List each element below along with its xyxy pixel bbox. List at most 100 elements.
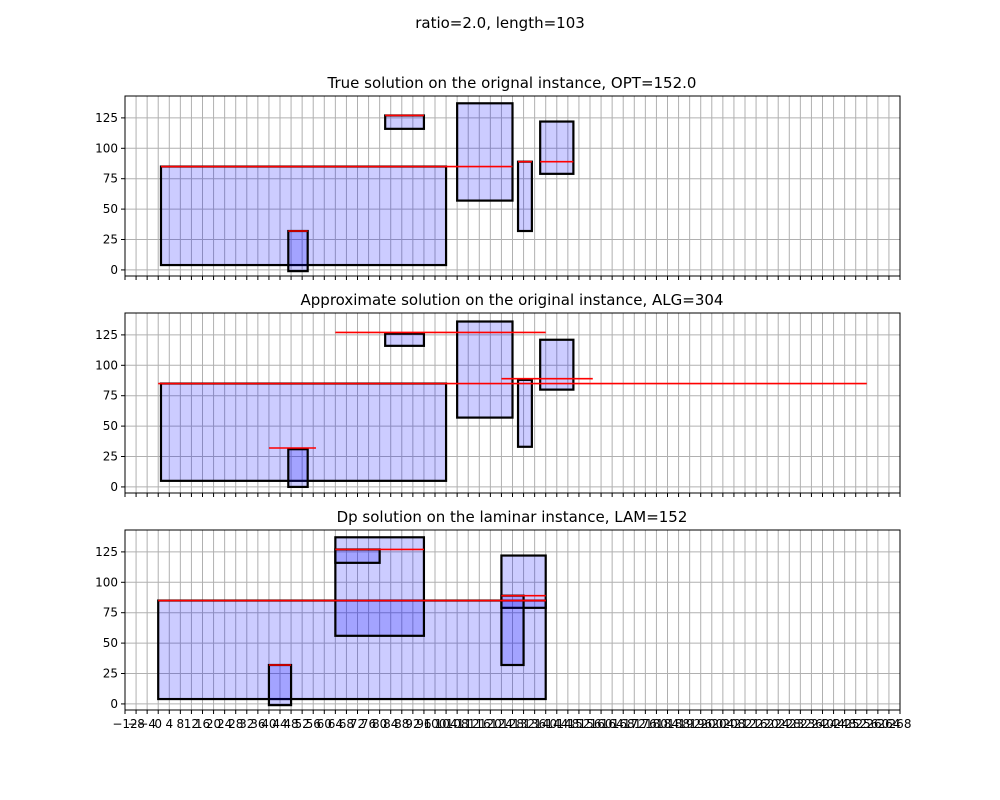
interval-rect [516,378,533,448]
x-tick-label: 68 [339,717,354,731]
x-tick-label: 136 [523,717,546,731]
x-tick-label: 12 [184,717,199,731]
x-tick-label: 120 [479,717,502,731]
interval-rect [384,114,426,130]
x-tick-label: 236 [800,717,823,731]
x-tick-label: 196 [689,717,712,731]
x-tick-label: 160 [590,717,613,731]
x-tick-label: 72 [350,717,365,731]
x-tick-label: 16 [195,717,210,731]
panel-dp-solution: Dp solution on the laminar instance, LAM… [95,508,911,731]
x-tick-label: 20 [206,717,221,731]
x-tick-label: 44 [272,717,287,731]
y-tick-label: 125 [95,328,118,342]
interval-rect [267,663,293,707]
y-tick-label: 0 [110,697,118,711]
x-tick-label: 212 [734,717,757,731]
panel-true-solution: True solution on the orignal instance, O… [95,74,901,280]
y-tick-label: 0 [110,480,118,494]
y-tick-label: 25 [103,233,118,247]
y-tick-label: 50 [103,636,118,650]
x-tick-label: −4 [138,717,156,731]
x-tick-label: 4 [165,717,173,731]
x-tick-label: 84 [383,717,398,731]
plot-content [158,320,867,489]
x-tick-label: 216 [745,717,768,731]
x-tick-label: 208 [722,717,745,731]
y-tick-label: 100 [95,358,118,372]
x-tick-label: 176 [634,717,657,731]
x-tick-label: 188 [667,717,690,731]
y-tick-label: 100 [95,141,118,155]
x-tick-label: 124 [490,717,513,731]
panel-approximate-solution: Approximate solution on the original ins… [95,291,901,497]
grid-lines [124,313,901,493]
y-tick-label: 125 [95,111,118,125]
x-tick-label: 180 [645,717,668,731]
interval-rect [159,165,448,267]
interval-rect [516,160,533,233]
x-tick-label: 32 [239,717,254,731]
x-tick-label: 220 [756,717,779,731]
x-tick-label: 156 [579,717,602,731]
x-tick-label: 148 [556,717,579,731]
x-tick-label: 252 [844,717,867,731]
interval-rect [287,229,309,273]
x-tick-label: 36 [250,717,265,731]
interval-rect [539,338,575,391]
x-tick-label: 192 [678,717,701,731]
x-tick-label: 132 [512,717,535,731]
interval-rect [157,599,547,701]
x-tick-label: 164 [601,717,624,731]
interval-rect [500,554,547,609]
x-tick-label: 80 [372,717,387,731]
y-tick-label: 125 [95,545,118,559]
x-tick-label: 224 [767,717,790,731]
x-tick-label: −8 [127,717,145,731]
x-tick-label: 56 [306,717,321,731]
y-tick-label: 0 [110,263,118,277]
panel-title: Dp solution on the laminar instance, LAM… [337,508,688,526]
interval-rect [539,120,575,175]
x-tick-label: 24 [217,717,232,731]
x-tick-label: 168 [612,717,635,731]
interval-rect [159,382,448,482]
interval-rect [456,102,514,202]
x-tick-label: 112 [457,717,480,731]
interval-rect [334,548,381,564]
x-tick-label: 60 [317,717,332,731]
x-tick-label: 40 [261,717,276,731]
x-tick-label: 264 [877,717,900,731]
x-tick-label: 64 [328,717,343,731]
x-tick-label: 152 [567,717,590,731]
x-tick-label: 268 [889,717,912,731]
y-tick-label: 25 [103,667,118,681]
interval-rect [384,332,426,347]
panel-title: True solution on the orignal instance, O… [327,74,697,92]
x-tick-label: 128 [501,717,524,731]
x-tick-label: 144 [545,717,568,731]
y-tick-label: 75 [103,606,118,620]
x-tick-label: 140 [534,717,557,731]
x-tick-label: 52 [295,717,310,731]
x-tick-label: 184 [656,717,679,731]
y-tick-label: 50 [103,419,118,433]
panel-title: Approximate solution on the original ins… [301,291,724,309]
y-tick-label: 75 [103,389,118,403]
x-tick-label: 260 [866,717,889,731]
interval-rect [456,320,514,419]
x-tick-label: 256 [855,717,878,731]
y-tick-label: 75 [103,172,118,186]
x-tick-label: 28 [228,717,243,731]
x-tick-label: 8 [177,717,185,731]
x-tick-label: 0 [154,717,162,731]
plot-content [157,536,547,707]
figure-suptitle: ratio=2.0, length=103 [415,14,585,32]
x-tick-label: −12 [112,717,137,731]
x-tick-label: 204 [711,717,734,731]
x-tick-label: 172 [623,717,646,731]
x-tick-label: 96 [416,717,431,731]
x-tick-label: 240 [811,717,834,731]
x-tick-label: 92 [405,717,420,731]
